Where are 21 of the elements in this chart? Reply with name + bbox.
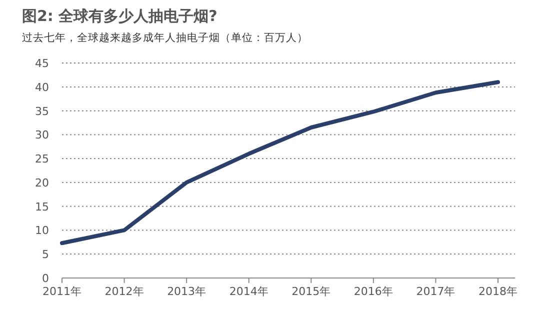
y-tick-label: 35 <box>35 104 49 118</box>
x-tick-label: 2017年 <box>416 285 456 298</box>
y-tick-label: 40 <box>35 80 49 94</box>
y-tick-label: 25 <box>35 152 49 166</box>
y-tick-label: 20 <box>35 176 49 190</box>
x-tick-label: 2013年 <box>167 285 206 298</box>
y-tick-label: 45 <box>35 57 49 70</box>
x-tick-label: 2011年 <box>42 285 82 298</box>
chart-subtitle: 过去七年，全球越来越多成年人抽电子烟（单位：百万人） <box>22 31 308 44</box>
y-tick-label: 15 <box>35 200 49 214</box>
x-tick-label: 2018年 <box>478 285 518 298</box>
y-tick-label: 5 <box>42 248 49 262</box>
y-tick-label: 0 <box>42 272 49 285</box>
line-series <box>60 80 500 246</box>
x-tick-label: 2012年 <box>104 285 144 298</box>
x-tick-label: 2016年 <box>354 285 393 298</box>
chart-title: 图2: 全球有多少人抽电子烟? <box>22 7 218 25</box>
y-tick-label: 30 <box>35 128 49 142</box>
x-tick-label: 2015年 <box>292 285 331 298</box>
y-tick-label: 10 <box>35 224 49 238</box>
x-tick-label: 2014年 <box>229 285 268 298</box>
